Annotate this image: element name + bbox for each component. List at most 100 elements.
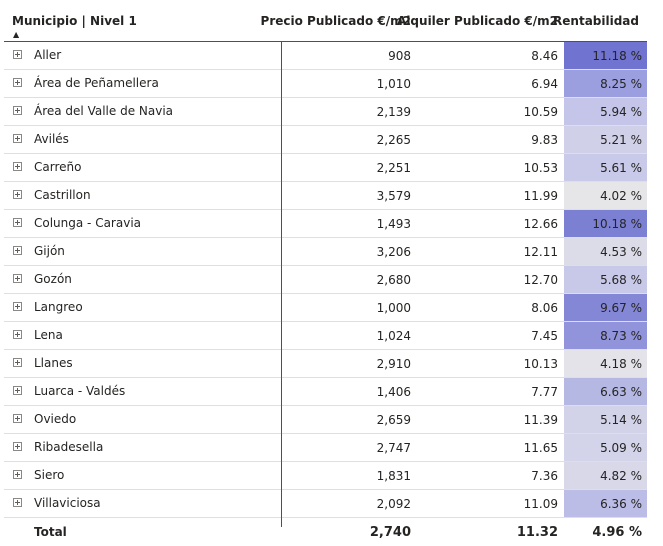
expand-plus-icon[interactable] — [13, 498, 22, 507]
alquiler-value: 8.46 — [531, 49, 558, 63]
total-row: Total 2,740 11.32 4.96 % — [4, 518, 647, 546]
rentabilidad-cell: 5.61 % — [564, 154, 647, 181]
table-row[interactable]: Llanes 2,910 10.13 4.18 % — [4, 350, 647, 378]
precio-value: 908 — [388, 49, 411, 63]
precio-value: 3,579 — [376, 189, 411, 203]
expand-plus-icon[interactable] — [13, 106, 22, 115]
rentabilidad-cell: 10.18 % — [564, 210, 647, 237]
expand-plus-icon[interactable] — [13, 302, 22, 311]
expand-plus-icon[interactable] — [13, 442, 22, 451]
precio-value: 2,659 — [376, 413, 411, 427]
alquiler-value: 6.94 — [531, 77, 558, 91]
rentabilidad-cell: 5.94 % — [564, 98, 647, 125]
expand-plus-icon[interactable] — [13, 274, 22, 283]
rentabilidad-value: 5.09 % — [600, 441, 642, 455]
column-divider — [281, 41, 282, 527]
precio-value: 1,831 — [376, 469, 411, 483]
municipio-name: Avilés — [34, 132, 69, 146]
rentabilidad-cell: 6.36 % — [564, 490, 647, 517]
table-row[interactable]: Avilés 2,265 9.83 5.21 % — [4, 126, 647, 154]
column-header-municipio[interactable]: Municipio | Nivel 1 — [12, 14, 137, 28]
expand-plus-icon[interactable] — [13, 134, 22, 143]
expand-plus-icon[interactable] — [13, 358, 22, 367]
table-row[interactable]: Lena 1,024 7.45 8.73 % — [4, 322, 647, 350]
alquiler-value: 12.66 — [523, 217, 558, 231]
alquiler-value: 7.77 — [531, 385, 558, 399]
rentabilidad-value: 6.36 % — [600, 497, 642, 511]
rentabilidad-cell: 9.67 % — [564, 294, 647, 321]
total-precio: 2,740 — [369, 525, 411, 540]
table-row[interactable]: Castrillon 3,579 11.99 4.02 % — [4, 182, 647, 210]
municipio-name: Castrillon — [34, 188, 91, 202]
rentabilidad-value: 8.25 % — [600, 77, 642, 91]
rentabilidad-cell: 8.25 % — [564, 70, 647, 97]
alquiler-value: 11.99 — [523, 189, 558, 203]
municipio-name: Luarca - Valdés — [34, 384, 126, 398]
table-row[interactable]: Gijón 3,206 12.11 4.53 % — [4, 238, 647, 266]
total-rentabilidad: 4.96 % — [592, 525, 642, 540]
precio-value: 2,251 — [376, 161, 411, 175]
rentabilidad-value: 4.02 % — [600, 189, 642, 203]
table-row[interactable]: Colunga - Caravia 1,493 12.66 10.18 % — [4, 210, 647, 238]
precio-value: 2,910 — [376, 357, 411, 371]
rentabilidad-cell: 5.14 % — [564, 406, 647, 433]
column-header-precio[interactable]: Precio Publicado €/m2 — [260, 14, 411, 28]
precio-value: 1,406 — [376, 385, 411, 399]
rentabilidad-cell: 8.73 % — [564, 322, 647, 349]
alquiler-value: 8.06 — [531, 301, 558, 315]
total-rentabilidad-cell: 4.96 % — [564, 518, 647, 545]
total-label: Total — [34, 525, 67, 539]
expand-plus-icon[interactable] — [13, 162, 22, 171]
alquiler-value: 10.59 — [523, 105, 558, 119]
municipio-name: Villaviciosa — [34, 496, 101, 510]
municipio-name: Siero — [34, 468, 65, 482]
table-row[interactable]: Ribadesella 2,747 11.65 5.09 % — [4, 434, 647, 462]
alquiler-value: 9.83 — [531, 133, 558, 147]
table-row[interactable]: Villaviciosa 2,092 11.09 6.36 % — [4, 490, 647, 518]
expand-plus-icon[interactable] — [13, 190, 22, 199]
municipio-name: Colunga - Caravia — [34, 216, 142, 230]
alquiler-value: 11.09 — [523, 497, 558, 511]
rentabilidad-value: 5.21 % — [600, 133, 642, 147]
table-row[interactable]: Gozón 2,680 12.70 5.68 % — [4, 266, 647, 294]
precio-value: 2,265 — [376, 133, 411, 147]
municipio-name: Área de Peñamellera — [34, 76, 159, 90]
municipio-name: Gozón — [34, 272, 72, 286]
table-row[interactable]: Langreo 1,000 8.06 9.67 % — [4, 294, 647, 322]
table-row[interactable]: Luarca - Valdés 1,406 7.77 6.63 % — [4, 378, 647, 406]
alquiler-value: 11.65 — [523, 441, 558, 455]
expand-plus-icon[interactable] — [13, 218, 22, 227]
expand-plus-icon[interactable] — [13, 330, 22, 339]
precio-value: 1,000 — [376, 301, 411, 315]
column-header-alquiler[interactable]: Alquiler Publicado €/m2 — [397, 14, 558, 28]
municipio-name: Carreño — [34, 160, 82, 174]
rentabilidad-cell: 5.09 % — [564, 434, 647, 461]
alquiler-value: 10.53 — [523, 161, 558, 175]
expand-plus-icon[interactable] — [13, 414, 22, 423]
alquiler-value: 12.70 — [523, 273, 558, 287]
expand-plus-icon[interactable] — [13, 470, 22, 479]
table-row[interactable]: Área del Valle de Navia 2,139 10.59 5.94 % — [4, 98, 647, 126]
rentabilidad-value: 5.68 % — [600, 273, 642, 287]
rentabilidad-cell: 5.68 % — [564, 266, 647, 293]
expand-plus-icon[interactable] — [13, 386, 22, 395]
table-row[interactable]: Siero 1,831 7.36 4.82 % — [4, 462, 647, 490]
rentabilidad-value: 9.67 % — [600, 301, 642, 315]
table-row[interactable]: Carreño 2,251 10.53 5.61 % — [4, 154, 647, 182]
column-header-rentabilidad[interactable]: Rentabilidad — [553, 14, 639, 28]
precio-value: 1,024 — [376, 329, 411, 343]
municipio-name: Lena — [34, 328, 63, 342]
table-row[interactable]: Oviedo 2,659 11.39 5.14 % — [4, 406, 647, 434]
rentabilidad-value: 11.18 % — [592, 49, 642, 63]
table-row[interactable]: Área de Peñamellera 1,010 6.94 8.25 % — [4, 70, 647, 98]
rentabilidad-cell: 11.18 % — [564, 42, 647, 69]
table-body: Aller 908 8.46 11.18 % Área de Peñamellera 1,… — [4, 42, 647, 518]
rentabilidad-value: 5.94 % — [600, 105, 642, 119]
rentabilidad-value: 5.14 % — [600, 413, 642, 427]
sort-ascending-icon[interactable]: ▲ — [13, 30, 20, 39]
expand-plus-icon[interactable] — [13, 246, 22, 255]
expand-plus-icon[interactable] — [13, 78, 22, 87]
table-row[interactable]: Aller 908 8.46 11.18 % — [4, 42, 647, 70]
rentabilidad-value: 8.73 % — [600, 329, 642, 343]
expand-plus-icon[interactable] — [13, 50, 22, 59]
